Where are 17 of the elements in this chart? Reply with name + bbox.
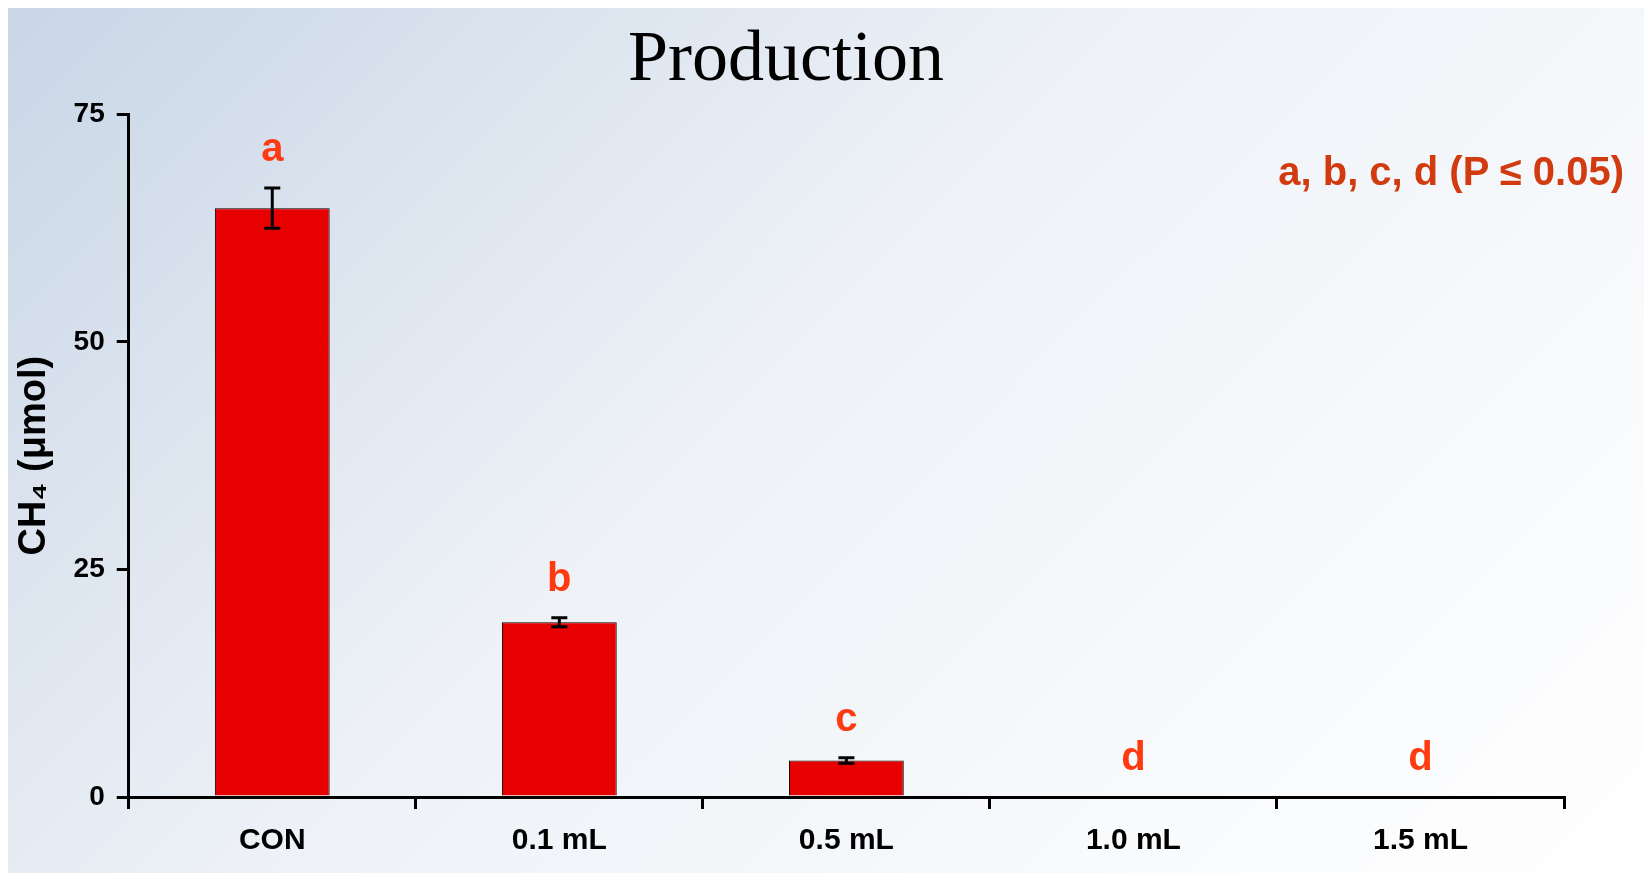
chart-title: Production <box>628 16 944 97</box>
y-tick-label: 50 <box>73 324 105 356</box>
y-tick-label: 0 <box>89 779 105 811</box>
x-tick-label: 0.5 mL <box>798 822 894 856</box>
annotation: a, b, c, d (P ≤ 0.05) <box>1278 149 1624 194</box>
x-tick-label: CON <box>238 822 306 856</box>
annotation: d <box>1408 734 1433 779</box>
x-tick-label: 0.1 mL <box>511 822 607 856</box>
annotation: b <box>547 554 572 599</box>
x-tick-label: 1.5 mL <box>1372 822 1468 856</box>
annotation: d <box>1121 734 1146 779</box>
annotation: c <box>835 694 858 739</box>
y-axis-title: CH₄ (μmol) <box>11 355 54 556</box>
x-tick-label: 1.0 mL <box>1085 822 1181 856</box>
y-tick-label: 25 <box>73 552 105 584</box>
y-tick-label: 75 <box>73 97 105 129</box>
annotation: a <box>261 125 285 170</box>
